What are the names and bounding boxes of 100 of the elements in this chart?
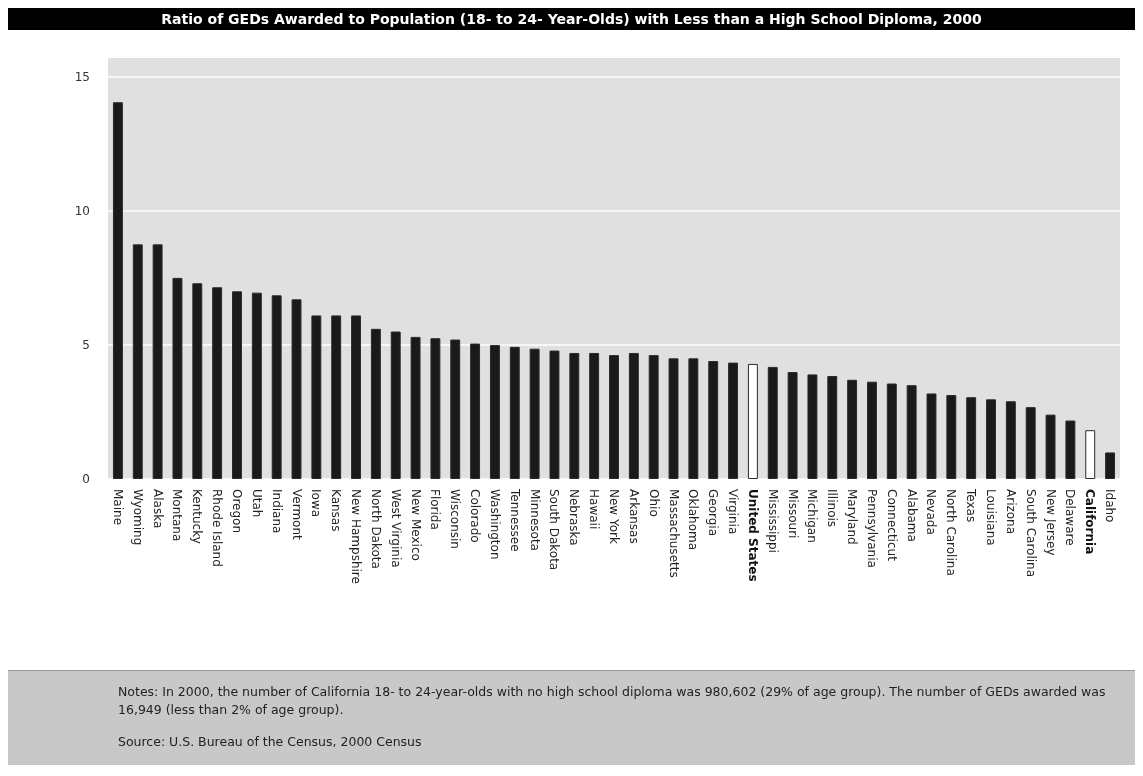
bar bbox=[192, 283, 203, 479]
bar bbox=[847, 379, 858, 479]
bar bbox=[450, 339, 461, 479]
x-tick-label: Georgia bbox=[706, 489, 721, 537]
x-tick-label: Wisconsin bbox=[448, 489, 463, 549]
x-tick-label: Oklahoma bbox=[686, 489, 701, 551]
bar bbox=[370, 328, 381, 479]
bar bbox=[1045, 414, 1056, 479]
bar bbox=[311, 315, 322, 479]
x-tick-label: Ohio bbox=[646, 489, 661, 517]
chart-title: Ratio of GEDs Awarded to Population (18- to 24- Year-Olds) with Less than a High School Diploma, 2000 bbox=[8, 8, 1135, 30]
x-tick-label: Texas bbox=[964, 488, 979, 523]
x-tick-label: Connecticut bbox=[884, 489, 899, 562]
bar bbox=[390, 331, 401, 479]
y-tick-label: 5 bbox=[82, 337, 90, 352]
bar bbox=[728, 362, 739, 479]
x-tick-label: Maryland bbox=[845, 489, 860, 545]
bar bbox=[509, 346, 520, 479]
bar bbox=[1025, 407, 1036, 479]
bar bbox=[489, 344, 500, 479]
bar bbox=[331, 315, 342, 479]
x-tick-label: North Dakota bbox=[368, 489, 383, 569]
bar bbox=[827, 376, 838, 479]
x-tick-label: United States bbox=[745, 489, 760, 582]
bar bbox=[668, 358, 679, 479]
x-tick-label: Pennsylvania bbox=[864, 489, 879, 568]
y-tick-label: 10 bbox=[74, 203, 90, 218]
bar bbox=[708, 361, 719, 479]
x-tick-label: Louisiana bbox=[984, 489, 999, 546]
bar bbox=[906, 385, 917, 479]
bar bbox=[172, 277, 183, 479]
x-tick-label: South Dakota bbox=[547, 489, 562, 571]
x-tick-label: Mississippi bbox=[765, 489, 780, 553]
x-tick-label: Colorado bbox=[468, 489, 483, 543]
y-tick-label: 0 bbox=[82, 472, 90, 486]
x-tick-label: Wyoming bbox=[130, 489, 145, 546]
x-tick-label: Washington bbox=[487, 489, 502, 560]
x-tick-label: Kentucky bbox=[190, 489, 205, 544]
x-tick-label: Michigan bbox=[805, 489, 820, 543]
x-tick-label: Idaho bbox=[1103, 489, 1118, 523]
bar bbox=[549, 350, 560, 479]
bar bbox=[351, 315, 361, 479]
x-tick-label: Oregon bbox=[229, 489, 244, 534]
bar bbox=[867, 381, 877, 479]
x-tick-label: North Carolina bbox=[944, 489, 959, 576]
bar bbox=[767, 366, 778, 479]
x-tick-label: New Mexico bbox=[408, 489, 423, 561]
bar bbox=[926, 393, 937, 479]
bar bbox=[628, 352, 639, 479]
bar bbox=[946, 395, 957, 479]
bar bbox=[569, 352, 580, 479]
bar bbox=[112, 102, 123, 479]
bar bbox=[886, 383, 897, 479]
x-tick-label: Delaware bbox=[1063, 489, 1078, 546]
x-tick-label: Arizona bbox=[1003, 489, 1018, 535]
x-tick-label: Minnesota bbox=[527, 489, 542, 551]
bar bbox=[688, 358, 699, 479]
bar bbox=[589, 352, 600, 479]
bar bbox=[966, 397, 977, 479]
x-tick-label: Nevada bbox=[924, 489, 939, 535]
bar bbox=[470, 343, 481, 479]
bar bbox=[232, 291, 242, 479]
bar bbox=[787, 372, 798, 479]
x-tick-label: Alabama bbox=[904, 489, 919, 542]
x-tick-label: South Carolina bbox=[1023, 489, 1038, 578]
text: Notes: In 2000, the number of California 18- to 24-year-olds with no high school diploma was 980,602 (29% of age group). The number of GEDs awarded was 16,949 (less than 2% of age group). bbox=[118, 683, 1107, 719]
x-tick-label: Montana bbox=[170, 489, 185, 542]
x-tick-label: New York bbox=[607, 489, 621, 544]
x-tick-label: Massachusetts bbox=[666, 489, 681, 578]
x-tick-label: Florida bbox=[428, 489, 443, 530]
bar bbox=[271, 295, 282, 479]
x-tick-label: Virginia bbox=[726, 489, 741, 535]
x-tick-label: New Hampshire bbox=[349, 489, 364, 584]
x-tick-label: Utah bbox=[249, 489, 264, 518]
bar bbox=[291, 299, 302, 479]
bar bbox=[152, 244, 163, 479]
bar bbox=[251, 292, 262, 479]
x-tick-label: Kansas bbox=[329, 489, 344, 532]
bar bbox=[430, 338, 441, 479]
x-tick-label: California bbox=[1083, 489, 1098, 555]
bar bbox=[1065, 420, 1076, 479]
x-tick-label: West Virginia bbox=[388, 489, 403, 568]
bar bbox=[807, 374, 818, 479]
bar bbox=[648, 355, 659, 479]
x-tick-label: Rhode Island bbox=[210, 489, 225, 567]
x-tick-label: Indiana bbox=[269, 489, 284, 534]
bar bbox=[986, 399, 996, 479]
x-tick-label: Vermont bbox=[289, 489, 304, 541]
x-tick-label: Tennessee bbox=[507, 488, 522, 552]
x-tick-label: Alaska bbox=[150, 489, 165, 529]
x-tick-label: Missouri bbox=[785, 489, 800, 539]
x-tick-label: Iowa bbox=[309, 489, 324, 518]
bar bbox=[1105, 452, 1116, 479]
x-tick-label: Arkansas bbox=[626, 489, 641, 544]
source-note: Source: U.S. Bureau of the Census, 2000 Census bbox=[118, 733, 423, 751]
y-tick-label: 15 bbox=[74, 69, 90, 84]
bar bbox=[529, 348, 540, 479]
x-tick-label: Nebraska bbox=[567, 489, 582, 546]
bar bbox=[132, 244, 143, 479]
bar bbox=[410, 336, 421, 479]
